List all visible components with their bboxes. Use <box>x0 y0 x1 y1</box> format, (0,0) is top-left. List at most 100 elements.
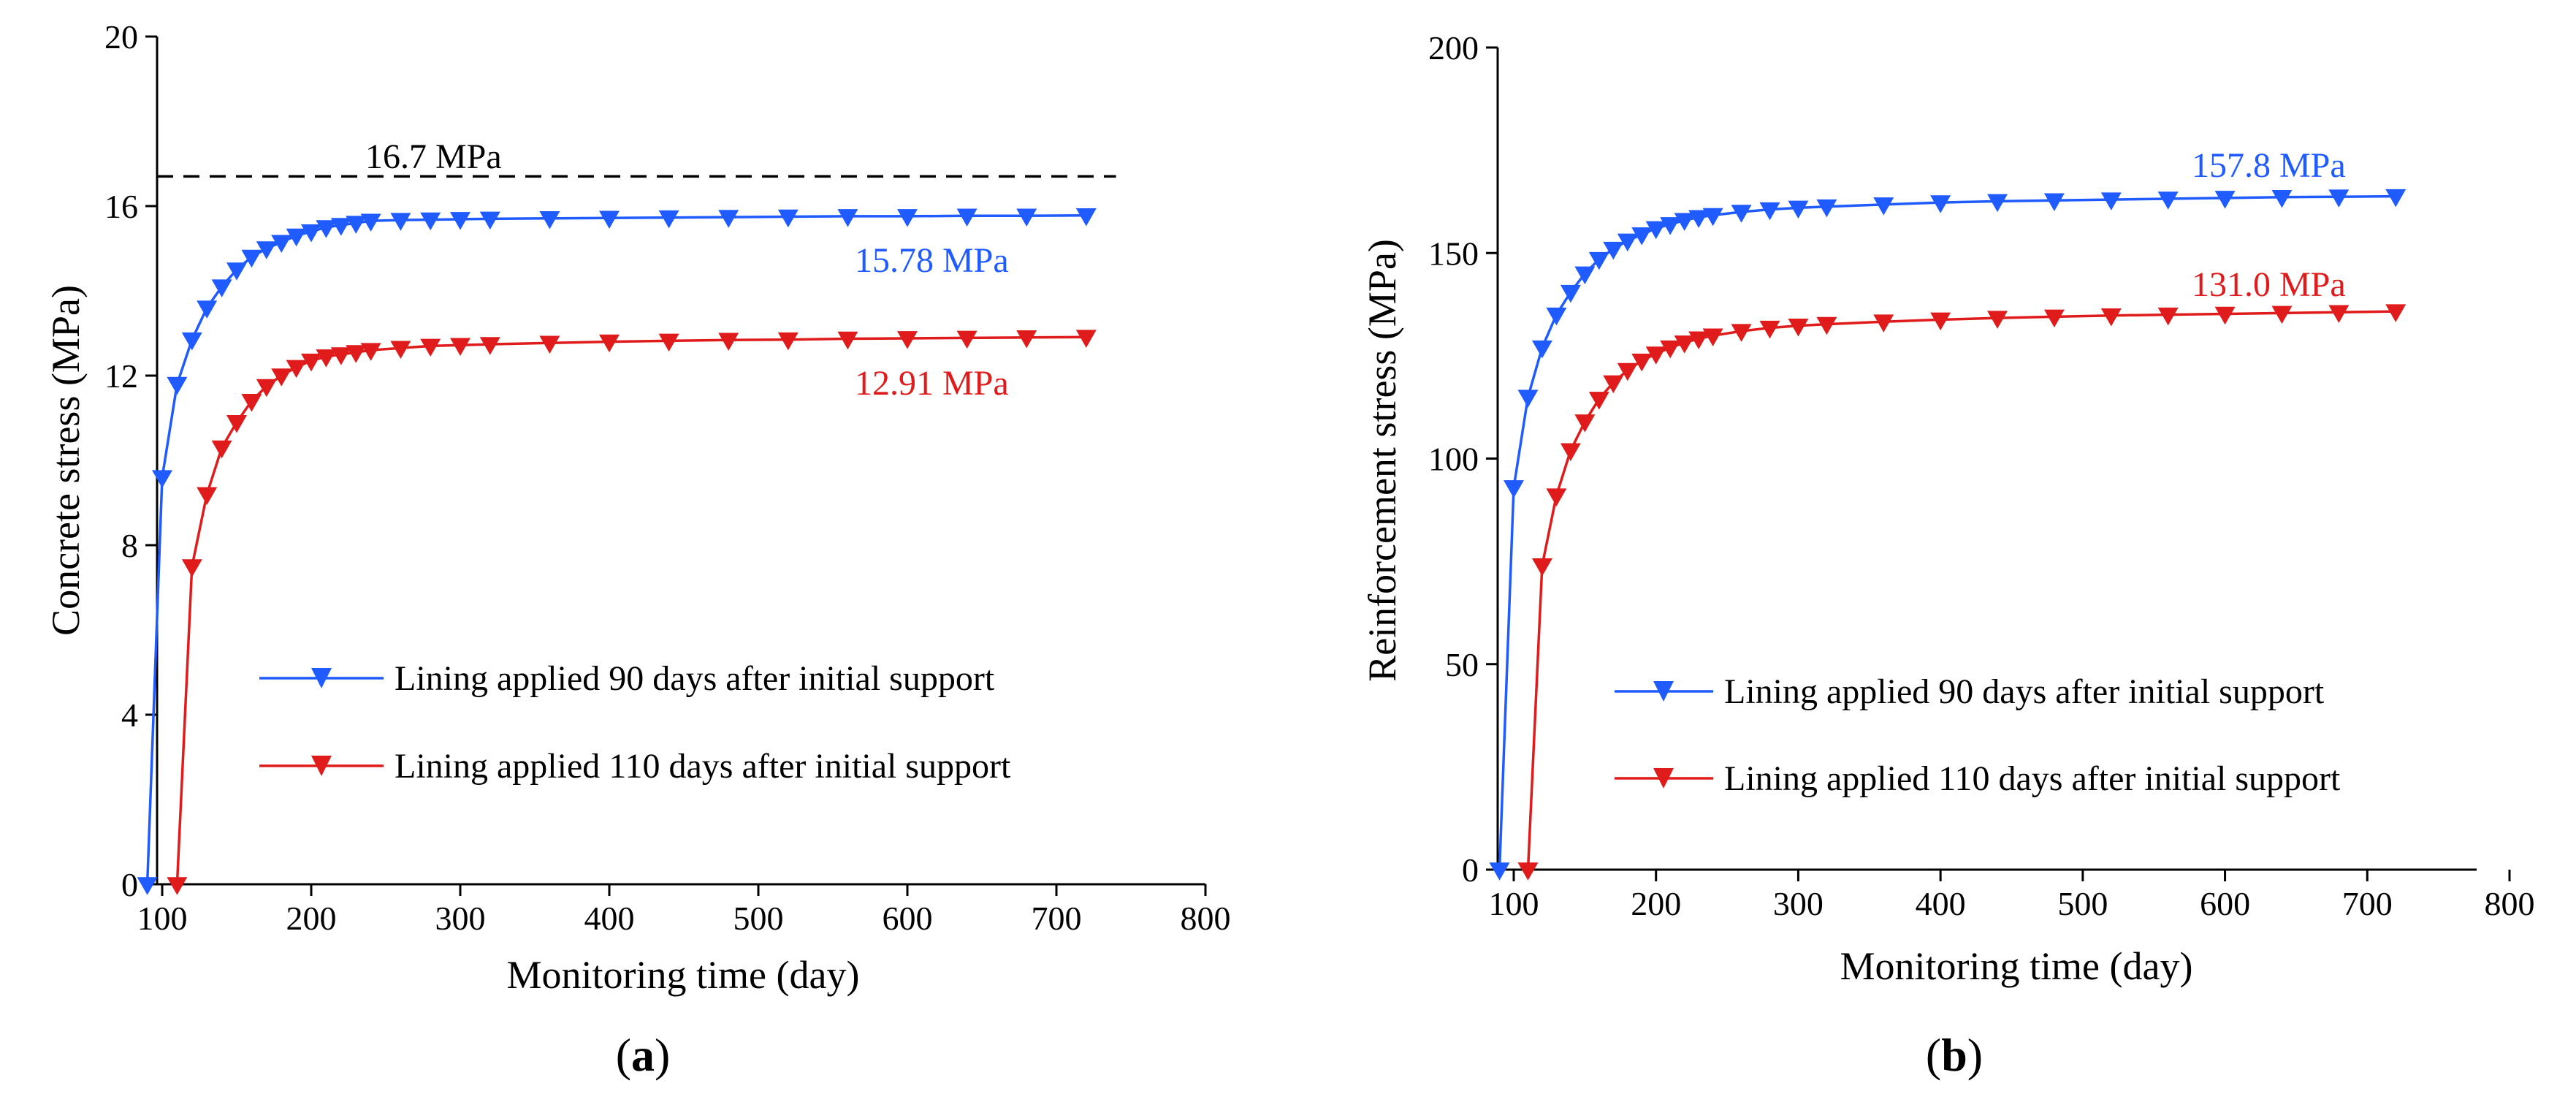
panel-a-series-1-point-11 <box>301 224 321 243</box>
panel-a-x-tick-label-700: 700 <box>1032 900 1082 937</box>
panel-a-series-2-point-18 <box>539 335 560 354</box>
panel-b-series-2-point-0 <box>1517 862 1539 881</box>
panel-a-series-1-point-22 <box>658 210 679 229</box>
panel-b-series-1-point-7 <box>1588 251 1609 270</box>
panel-b-y-tick-label-150: 150 <box>1428 235 1479 272</box>
panel-a-series-1-point-13 <box>330 218 351 236</box>
panel-a-series-2-point-15 <box>420 338 441 357</box>
panel-a-series-2-point-20 <box>658 333 679 352</box>
panel-a-label: (a) <box>616 1029 671 1081</box>
panel-a-series-2-point-2 <box>197 487 218 506</box>
panel-b-legend-marker-1 <box>1653 681 1674 702</box>
panel-a-y-tick-label-0: 0 <box>121 866 138 903</box>
panel-b-series-1 <box>1489 189 2407 881</box>
panel-a-series-2-point-27 <box>1075 330 1097 348</box>
panel-a-series-1-point-0 <box>137 877 158 895</box>
panel-b-series-1-point-14 <box>1688 210 1710 229</box>
panel-b-series-2-point-6 <box>1603 375 1624 394</box>
panel-b-series-2-point-17 <box>1816 316 1837 335</box>
panel-b-series-1-point-9 <box>1617 233 1638 252</box>
panel-b-series-1-point-21 <box>1930 195 1951 213</box>
panel-a-series-1-point-15 <box>360 213 381 232</box>
panel-b-x-axis-title: Monitoring time (day) <box>1840 944 2193 988</box>
panel-b-series-1-point-3 <box>1531 340 1552 359</box>
panel-a-series-1-point-20 <box>539 211 560 229</box>
panel-b-series-2-point-14 <box>1731 324 1752 342</box>
panel-b-x-tick-label-300: 300 <box>1773 885 1824 922</box>
panel-a: 100 200 300 400 500 600 700 800 0 4 8 12 16 20 16.7 … <box>44 18 1231 1081</box>
panel-b-y-tick-label-0: 0 <box>1462 851 1479 889</box>
panel-a-legend: Lining applied 90 days after initial sup… <box>259 659 1011 786</box>
panel-a-series-2-point-4 <box>226 415 247 433</box>
panel-b-y-tick-label-100: 100 <box>1428 441 1479 478</box>
panel-a-label-letter: a <box>631 1029 655 1081</box>
panel-a-series-1-point-17 <box>420 212 441 231</box>
panel-b-series-1-point-22 <box>1987 194 2008 213</box>
panel-b-legend-label-1: Lining applied 90 days after initial sup… <box>1724 672 2325 711</box>
panel-b-series-2-point-3 <box>1560 443 1581 461</box>
panel-b-series-2-point-24 <box>2214 306 2236 325</box>
panel-a-series-1-point-1 <box>152 470 172 488</box>
panel-a-series-2-point-21 <box>718 333 739 351</box>
panel-b-label-letter: b <box>1941 1029 1967 1081</box>
panel-a-series-2-point-0 <box>167 877 188 895</box>
panel-a-series-2-line <box>175 335 1086 885</box>
panel-a-series-1-point-21 <box>599 210 620 229</box>
panel-a-x-tick-label-600: 600 <box>883 900 933 937</box>
panel-a-series-2-point-24 <box>897 331 918 349</box>
panel-b-x-tick-label-200: 200 <box>1631 885 1681 922</box>
panel-b-series-1-point-27 <box>2271 189 2293 208</box>
panel-a-x-tick-label-200: 200 <box>286 900 337 937</box>
panel-b-series-1-end-label: 157.8 MPa <box>2192 146 2346 185</box>
panel-a-series-2-point-11 <box>330 347 351 365</box>
panel-b-series-1-point-12 <box>1660 217 1681 235</box>
panel-b-series-1-point-20 <box>1873 197 1894 216</box>
panel-a-series-2-point-12 <box>346 345 367 363</box>
panel-b-series-1-point-0 <box>1489 862 1510 881</box>
panel-a-series-1-point-5 <box>211 279 232 297</box>
panel-b-x-tick-label-700: 700 <box>2342 885 2393 922</box>
panel-b-series-2-point-19 <box>1930 312 1951 331</box>
panel-a-x-axis-title: Monitoring time (day) <box>507 953 860 997</box>
panel-a-series-1-end-label: 15.78 MPa <box>855 241 1009 280</box>
panel-a-series-2-point-5 <box>241 394 262 412</box>
panel-a-legend-label-1: Lining applied 90 days after initial sup… <box>395 659 995 698</box>
panel-a-y-tick-label-8: 8 <box>121 527 138 564</box>
panel-b-x-tick-label-100: 100 <box>1489 885 1539 922</box>
panel-b-series-2-point-26 <box>2328 305 2350 323</box>
panel-b-y-tick-label-50: 50 <box>1445 646 1479 683</box>
panel-b-legend-item-1: Lining applied 90 days after initial sup… <box>1615 672 2325 711</box>
panel-a-legend-item-2: Lining applied 110 days after initial su… <box>259 747 1011 786</box>
panel-a-series-1-point-29 <box>1075 208 1097 227</box>
panel-a-series <box>137 208 1097 895</box>
panel-a-series-1-point-12 <box>316 220 337 238</box>
panel-a-series-2-point-9 <box>301 353 321 372</box>
panel-a-series-2-point-14 <box>390 341 411 359</box>
panel-b: 100 200 300 400 500 600 700 800 0 50 100 150 200 15… <box>1360 29 2535 1081</box>
panel-a-series-1-point-16 <box>390 213 411 231</box>
panel-a-series-2-point-13 <box>360 343 381 361</box>
panel-b-legend-item-2: Lining applied 110 days after initial su… <box>1615 759 2341 798</box>
panel-b-legend-label-2: Lining applied 110 days after initial su… <box>1724 759 2341 798</box>
panel-a-y-tick-label-12: 12 <box>104 357 138 395</box>
panel-b-legend: Lining applied 90 days after initial sup… <box>1615 672 2341 798</box>
panel-b-series-2-point-13 <box>1702 328 1723 347</box>
panel-a-series-1-point-28 <box>1016 208 1037 227</box>
panel-b-series-2-point-25 <box>2271 305 2293 324</box>
panel-b-y-tick-label-200: 200 <box>1428 29 1479 67</box>
panel-b-series-1-point-18 <box>1788 200 1809 219</box>
panel-b-series-1-point-11 <box>1645 221 1666 240</box>
panel-b-series-2-point-21 <box>2043 309 2065 328</box>
panel-b-label: (b) <box>1926 1029 1983 1081</box>
panel-a-series-1-point-24 <box>777 209 799 228</box>
panel-b-x-ticks: 100 200 300 400 500 600 700 800 <box>1489 870 2535 922</box>
panel-b-series-1-point-23 <box>2043 193 2065 211</box>
panel-a-x-tick-label-300: 300 <box>435 900 486 937</box>
panel-a-series-1-point-3 <box>181 332 202 351</box>
panel-b-series-2-point-2 <box>1546 488 1567 506</box>
panel-a-x-tick-label-800: 800 <box>1181 900 1231 937</box>
panel-b-series-1-point-17 <box>1759 202 1780 221</box>
panel-a-series-2-point-26 <box>1016 330 1037 349</box>
panel-a-series-1-point-25 <box>837 209 858 227</box>
panel-a-series-2-point-23 <box>837 331 858 350</box>
